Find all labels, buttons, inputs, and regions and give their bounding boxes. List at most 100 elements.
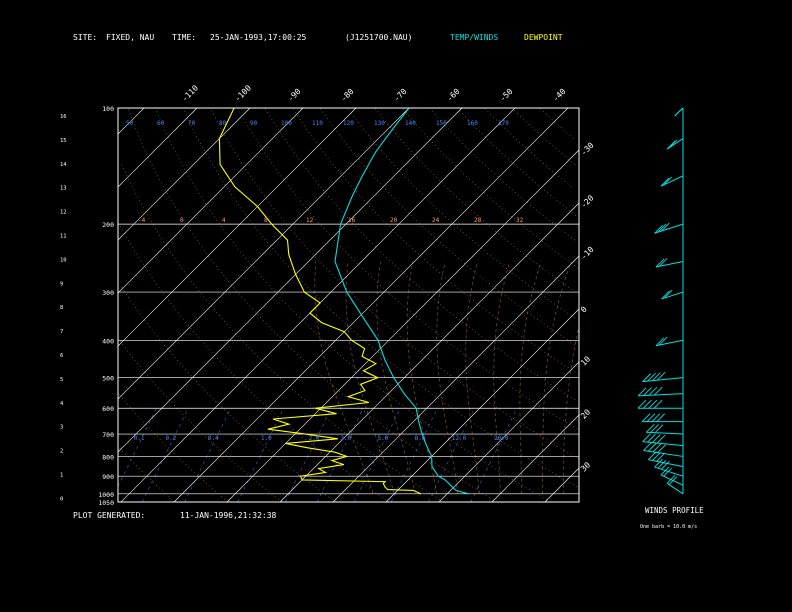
wind-barb-flag	[656, 434, 666, 444]
isotherm-top-label: -100	[233, 83, 253, 103]
theta-label-top: 80	[219, 120, 227, 127]
mixing-ratio-line	[428, 408, 475, 503]
dry-adiabat	[374, 107, 576, 293]
mixing-ratio-label: 5.0	[378, 435, 389, 442]
isotherm-top-label: -110	[180, 83, 200, 103]
moist-adiabat-label: 20	[390, 217, 398, 224]
wind-barb-flag	[645, 423, 655, 433]
moist-adiabat	[563, 327, 580, 494]
wind-barb	[655, 261, 684, 268]
height-tick-label: 5	[60, 377, 63, 383]
wind-barb-flag	[650, 424, 659, 433]
height-tick-label: 13	[60, 186, 67, 192]
wind-barb-flag	[642, 433, 651, 442]
theta-label-top: 100	[281, 120, 292, 127]
winds-profile-subtitle: One barb = 10.0 m/s	[640, 524, 697, 530]
site-value: FIXED, NAU	[106, 33, 154, 42]
height-tick-label: 15	[60, 138, 67, 144]
mixing-ratio-line	[353, 408, 401, 503]
wind-barb-flag	[668, 139, 678, 149]
dry-adiabat	[119, 340, 283, 503]
wind-barb-flag	[654, 224, 663, 234]
pressure-tick-label: 400	[102, 337, 114, 345]
wind-barb-flag	[666, 140, 676, 150]
theta-label-top: 110	[312, 120, 323, 127]
moist-adiabat-label: 4	[222, 217, 226, 224]
mixing-ratio-label: 2.0	[309, 435, 320, 442]
moist-adiabat-label: -4	[138, 217, 146, 224]
isotherm-right-label: 10	[579, 354, 592, 367]
dewpoint-curve	[218, 107, 421, 495]
wind-barb-flag	[660, 466, 670, 476]
wind-barb	[661, 291, 684, 300]
mixing-ratio-label: 0.2	[166, 435, 177, 442]
pressure-tick-label: 1050	[98, 499, 114, 507]
height-tick-label: 2	[60, 449, 63, 455]
wind-barb-flag	[652, 443, 662, 453]
wind-barb-flag	[648, 399, 658, 409]
height-tick-label: 7	[60, 329, 63, 335]
wind-barb-flag	[637, 387, 647, 397]
height-tick-label: 8	[60, 305, 63, 311]
isotherm-line	[544, 467, 580, 503]
theta-label-top: 160	[467, 120, 478, 127]
dry-adiabat	[209, 107, 579, 459]
height-tick-label: 6	[60, 353, 63, 359]
isotherm-line	[117, 107, 463, 453]
mixing-ratio-label: 0.4	[208, 435, 219, 442]
mixing-ratio-label: 0.1	[134, 435, 145, 442]
height-tick-label: 12	[60, 210, 67, 216]
wind-barb-flag	[654, 424, 664, 434]
dry-adiabat	[511, 107, 575, 165]
pressure-tick-label: 100	[102, 105, 114, 113]
isotherm-line	[491, 414, 580, 503]
moist-adiabat	[493, 261, 511, 494]
wind-barb-flag	[661, 460, 670, 470]
wind-barb-flag	[647, 433, 656, 443]
wind-barb	[646, 431, 684, 435]
isotherm-top-label: -40	[551, 87, 568, 104]
plot-frame	[117, 107, 580, 503]
isotherm-line	[385, 308, 580, 503]
wind-barb-flag	[656, 413, 666, 422]
wind-barb	[654, 223, 684, 234]
height-tick-label: 0	[60, 496, 63, 502]
pressure-tick-label: 800	[102, 453, 114, 461]
wind-barb-flag	[653, 399, 663, 409]
wind-barb-flag	[657, 459, 667, 469]
isotherm-right-label: -10	[579, 245, 596, 262]
moist-adiabat-label: 12	[306, 217, 314, 224]
wind-barb	[660, 474, 684, 486]
wind-barb-flag	[657, 223, 667, 233]
theta-label-top: 150	[436, 120, 447, 127]
height-tick-label: 14	[60, 162, 67, 168]
mixing-ratio-line	[184, 408, 231, 503]
mixing-ratio-label: 20.0	[494, 435, 509, 442]
wind-barb-flag	[637, 399, 647, 409]
wind-barb-flag	[655, 337, 665, 347]
moist-adiabat	[406, 261, 437, 494]
moist-adiabat-label: 32	[516, 217, 524, 224]
wind-barb-flag	[652, 434, 661, 443]
wind-barb	[648, 459, 684, 468]
time-value: 25-JAN-1993,17:00:25	[210, 33, 307, 42]
isotherm-top-label: -90	[286, 87, 303, 104]
wind-barb-flag	[642, 373, 651, 382]
file-id: (J1251700.NAU)	[345, 33, 412, 42]
wind-barb-flag	[643, 442, 652, 451]
sounding-curves	[218, 107, 469, 495]
theta-label-top: 170	[498, 120, 509, 127]
dry-adiabat	[118, 393, 229, 503]
temperature-curve	[334, 107, 469, 495]
theta-label-top: 70	[188, 120, 196, 127]
isotherm-top-label: -60	[445, 87, 462, 104]
pressure-tick-label: 300	[102, 289, 114, 297]
moist-adiabat	[314, 261, 374, 494]
moist-adiabat-label: 8	[264, 217, 268, 224]
winds-profile-title: WINDS PROFILE	[645, 506, 704, 515]
isotherm-line	[117, 107, 410, 400]
isotherm-top-label: -70	[392, 87, 409, 104]
wind-barb	[655, 339, 684, 347]
pressure-tick-label: 600	[102, 405, 114, 413]
